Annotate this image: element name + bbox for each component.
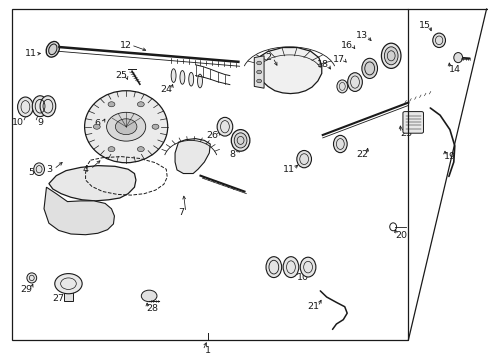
Text: 24: 24 [160,85,172,94]
Text: 21: 21 [306,302,318,311]
Text: 29: 29 [20,284,32,294]
Ellipse shape [197,74,202,88]
Text: 13: 13 [355,31,367,40]
Polygon shape [255,48,321,94]
Text: 10: 10 [12,118,24,127]
Ellipse shape [84,91,167,163]
Ellipse shape [432,33,445,48]
Text: 11: 11 [25,49,37,58]
Ellipse shape [32,96,48,117]
Ellipse shape [453,53,462,63]
Ellipse shape [188,72,193,86]
Polygon shape [44,187,114,235]
Polygon shape [49,166,136,201]
Ellipse shape [34,163,44,175]
Ellipse shape [231,130,249,151]
FancyBboxPatch shape [402,112,423,133]
Circle shape [256,61,261,65]
Circle shape [108,102,115,107]
Circle shape [93,124,100,129]
Ellipse shape [18,97,33,117]
Ellipse shape [347,73,362,91]
Ellipse shape [40,96,56,117]
Text: 26: 26 [206,130,218,139]
Circle shape [152,124,159,129]
Polygon shape [254,56,264,88]
Ellipse shape [234,133,246,148]
Text: 5: 5 [29,168,35,177]
Ellipse shape [381,43,400,68]
Text: 2: 2 [264,53,270,62]
Bar [63,287,73,301]
Ellipse shape [333,135,346,153]
Text: 15: 15 [418,21,429,30]
Ellipse shape [27,273,37,283]
Ellipse shape [265,257,281,278]
Text: 28: 28 [146,305,158,313]
Polygon shape [175,139,210,174]
Text: 7: 7 [178,208,183,217]
Text: 9: 9 [37,118,43,127]
Text: 16: 16 [341,40,352,49]
Text: 17: 17 [332,55,344,64]
Circle shape [141,290,157,302]
Circle shape [137,102,144,107]
Ellipse shape [47,43,58,56]
Ellipse shape [171,69,176,82]
Text: 20: 20 [394,231,406,240]
Text: 12: 12 [120,40,132,49]
Ellipse shape [283,257,298,278]
Text: 3: 3 [46,165,52,174]
Ellipse shape [361,58,377,78]
Text: 4: 4 [82,165,88,174]
Ellipse shape [300,257,315,277]
Text: 1: 1 [204,346,210,355]
Ellipse shape [336,80,347,93]
Text: 22: 22 [355,150,367,159]
Ellipse shape [363,60,375,77]
Circle shape [137,147,144,152]
Text: 8: 8 [229,150,235,159]
Circle shape [55,274,82,294]
Ellipse shape [217,117,232,136]
Text: 10: 10 [297,273,308,282]
Text: 27: 27 [53,294,64,303]
Text: 18: 18 [316,60,328,69]
Circle shape [108,147,115,152]
Ellipse shape [384,47,397,65]
Text: 25: 25 [115,71,127,80]
Ellipse shape [180,71,184,84]
Ellipse shape [296,150,311,168]
Circle shape [106,112,145,141]
Bar [12,9,407,340]
Text: 23: 23 [399,129,411,138]
Circle shape [256,70,261,74]
Text: 11: 11 [282,165,294,174]
Text: 6: 6 [95,118,101,127]
Text: 14: 14 [448,65,460,74]
Text: 19: 19 [443,152,455,161]
Circle shape [256,79,261,83]
Circle shape [115,119,137,135]
